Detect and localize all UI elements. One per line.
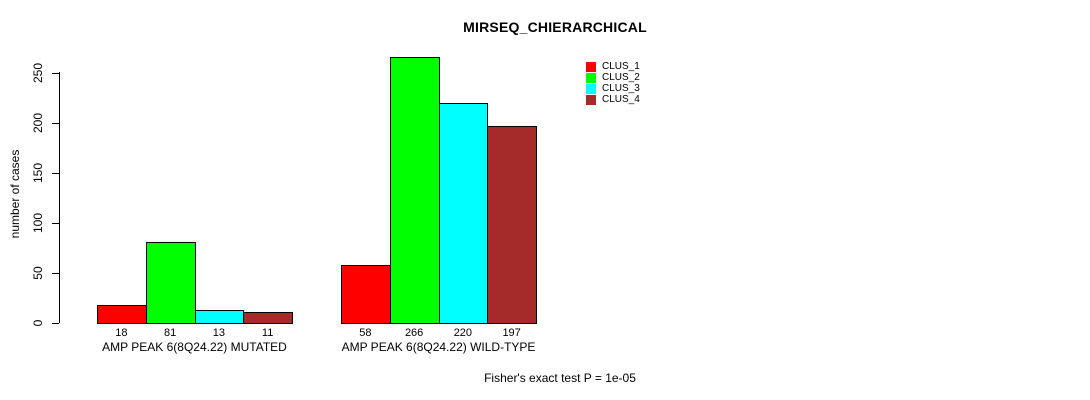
legend-item-clus_4: CLUS_4 (586, 94, 640, 105)
legend-item-clus_1: CLUS_1 (586, 61, 640, 72)
legend-label: CLUS_2 (602, 72, 640, 83)
legend-swatch-clus_4 (586, 94, 596, 105)
bar-value-label: 81 (164, 327, 177, 339)
bar-clus_1-group2 (341, 265, 391, 324)
bar-clus_4-group2 (487, 126, 537, 324)
bar-value-label: 18 (115, 327, 128, 339)
group-label-1: AMP PEAK 6(8Q24.22) MUTATED (102, 340, 287, 354)
bar-clus_2-group1 (145, 242, 196, 324)
legend-item-clus_3: CLUS_3 (586, 83, 640, 94)
legend: CLUS_1 CLUS_2 CLUS_3 CLUS_4 (586, 61, 640, 105)
y-tick-mark (52, 223, 59, 224)
chart-title: MIRSEQ_CHIERARCHICAL (463, 19, 647, 35)
fisher-test-footnote: Fisher's exact test P = 1e-05 (484, 371, 636, 385)
bar-value-label: 220 (453, 327, 473, 339)
bar-value-label: 11 (261, 327, 274, 339)
bar-clus_4-group1 (243, 312, 293, 324)
y-tick-label: 250 (31, 62, 45, 84)
bar-clus_3-group1 (194, 310, 245, 324)
bar-clus_2-group2 (389, 57, 440, 324)
bar-value-label: 266 (404, 327, 424, 339)
bar-clus_3-group2 (438, 103, 489, 324)
legend-swatch-clus_3 (586, 83, 596, 94)
group-label-2: AMP PEAK 6(8Q24.22) WILD-TYPE (341, 340, 536, 354)
legend-label: CLUS_3 (602, 83, 640, 94)
legend-swatch-clus_1 (586, 61, 596, 72)
bar-value-label: 13 (212, 327, 225, 339)
y-tick-mark (52, 123, 59, 124)
bar-clus_1-group1 (97, 305, 147, 324)
legend-label: CLUS_1 (602, 61, 640, 72)
y-axis-title: number of cases (8, 149, 22, 239)
bar-value-label: 197 (502, 327, 521, 339)
legend-swatch-clus_2 (586, 72, 596, 83)
y-tick-mark (52, 73, 59, 74)
y-tick-mark (52, 173, 59, 174)
legend-item-clus_2: CLUS_2 (586, 72, 640, 83)
legend-label: CLUS_4 (602, 94, 640, 105)
y-tick-mark (52, 273, 59, 274)
bar-value-label: 58 (359, 327, 372, 339)
y-axis-line (59, 72, 60, 323)
y-tick-mark (52, 323, 59, 324)
